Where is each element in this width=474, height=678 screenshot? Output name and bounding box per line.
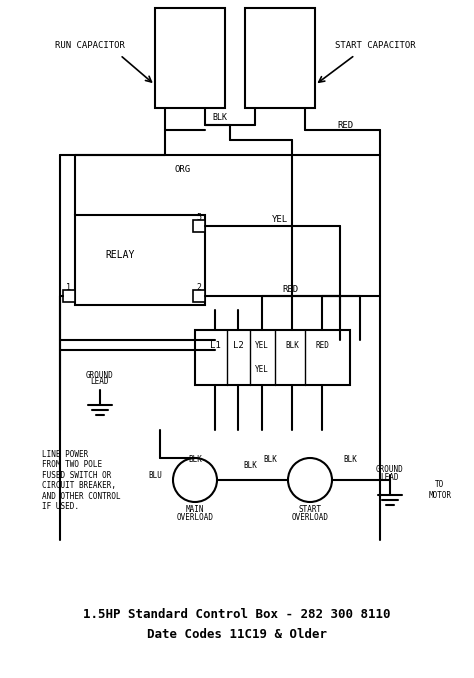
Text: TO
MOTOR: TO MOTOR (428, 480, 452, 500)
Text: BLK: BLK (188, 456, 202, 464)
Text: YEL: YEL (255, 365, 269, 374)
Bar (193, 220, 205, 232)
Text: START CAPACITOR: START CAPACITOR (335, 41, 415, 49)
Bar (155, 8, 225, 108)
Text: BLU: BLU (148, 471, 162, 479)
Text: 1.5HP Standard Control Box - 282 300 8110: 1.5HP Standard Control Box - 282 300 811… (83, 608, 391, 622)
Text: 1: 1 (66, 283, 72, 292)
Text: L1: L1 (210, 340, 220, 349)
Bar (193, 290, 205, 302)
Bar (195, 330, 350, 385)
Text: LEAD: LEAD (381, 473, 399, 481)
Text: RED: RED (282, 285, 298, 294)
Text: Date Codes 11C19 & Older: Date Codes 11C19 & Older (147, 629, 327, 641)
Text: L2: L2 (233, 340, 243, 349)
Text: MAIN: MAIN (186, 506, 204, 515)
Text: OVERLOAD: OVERLOAD (176, 513, 213, 521)
Text: RELAY: RELAY (105, 250, 135, 260)
Text: RUN CAPACITOR: RUN CAPACITOR (55, 41, 125, 49)
Text: OVERLOAD: OVERLOAD (292, 513, 328, 521)
Text: BLK: BLK (343, 456, 357, 464)
Text: GROUND: GROUND (376, 466, 404, 475)
Text: BLK: BLK (243, 460, 257, 469)
Text: YEL: YEL (255, 340, 269, 349)
Text: START: START (299, 506, 321, 515)
Bar (245, 8, 315, 108)
Text: 5: 5 (197, 214, 201, 222)
Text: YEL: YEL (272, 216, 288, 224)
Text: GROUND: GROUND (86, 370, 114, 380)
Text: LEAD: LEAD (91, 378, 109, 386)
Text: RED: RED (315, 340, 329, 349)
Text: LINE POWER
FROM TWO POLE
FUSED SWITCH OR
CIRCUIT BREAKER,
AND OTHER CONTROL
IF U: LINE POWER FROM TWO POLE FUSED SWITCH OR… (42, 450, 120, 511)
Text: BLK: BLK (263, 456, 277, 464)
Text: 2: 2 (197, 283, 201, 292)
Text: RED: RED (337, 121, 353, 129)
Bar (75, 215, 205, 305)
Text: BLK: BLK (285, 340, 299, 349)
Text: ORG: ORG (175, 165, 191, 174)
Text: BLK: BLK (212, 113, 228, 123)
Bar (63, 290, 75, 302)
